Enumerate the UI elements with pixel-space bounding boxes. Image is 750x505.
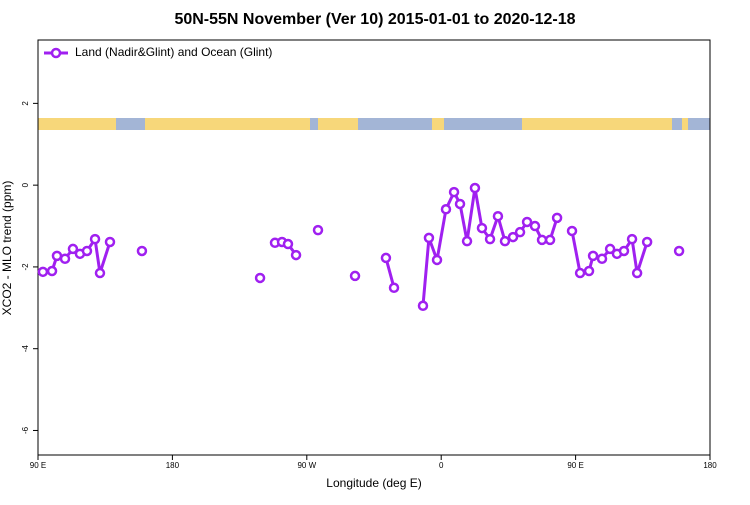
data-point xyxy=(574,267,586,279)
data-point xyxy=(536,234,548,246)
data-point xyxy=(290,249,302,261)
x-tick-label: 180 xyxy=(166,461,180,470)
y-tick-label: -6 xyxy=(21,426,30,434)
data-point xyxy=(476,222,488,234)
data-point xyxy=(596,253,608,264)
data-point xyxy=(104,236,116,248)
data-point xyxy=(544,234,556,246)
data-point xyxy=(551,212,563,224)
data-point xyxy=(423,232,435,244)
data-point xyxy=(529,220,541,232)
data-point xyxy=(37,266,49,278)
data-point xyxy=(136,245,148,257)
data-point xyxy=(618,245,630,257)
y-tick-label: 0 xyxy=(21,182,30,187)
data-point xyxy=(469,182,481,194)
chart-title: 50N-55N November (Ver 10) 2015-01-01 to … xyxy=(174,11,575,28)
y-tick-label: -2 xyxy=(21,263,30,271)
data-point xyxy=(521,216,533,228)
data-point xyxy=(81,245,93,257)
map-strip xyxy=(38,118,710,130)
x-axis-label: Longitude (deg E) xyxy=(326,476,421,490)
data-point xyxy=(312,224,324,236)
data-point xyxy=(46,265,58,277)
data-point xyxy=(94,267,106,279)
y-tick-label: -4 xyxy=(21,345,30,353)
x-tick-label: 180 xyxy=(703,461,717,470)
data-point xyxy=(454,198,466,210)
data-point xyxy=(507,231,519,243)
data-point xyxy=(417,300,429,312)
data-point xyxy=(59,253,71,264)
data-point xyxy=(461,235,473,247)
x-tick-label: 0 xyxy=(439,461,444,470)
x-tick-label: 90 E xyxy=(30,461,46,470)
data-point xyxy=(51,250,63,262)
data-point xyxy=(583,265,595,277)
data-point xyxy=(631,267,643,279)
data-point xyxy=(514,226,526,238)
data-point xyxy=(67,243,79,255)
data-point xyxy=(89,233,101,245)
legend-label: Land (Nadir&Glint) and Ocean (Glint) xyxy=(75,45,272,59)
data-point xyxy=(431,254,443,266)
data-point xyxy=(673,245,685,257)
data-point xyxy=(492,210,504,222)
data-point xyxy=(254,272,266,284)
data-point xyxy=(440,204,452,215)
plot-frame xyxy=(37,39,711,456)
data-point xyxy=(641,236,653,248)
y-tick-label: 2 xyxy=(21,101,30,106)
data-point xyxy=(604,243,616,255)
data-point xyxy=(587,250,599,262)
data-point xyxy=(484,233,496,245)
data-point xyxy=(349,270,361,282)
data-point xyxy=(499,235,511,247)
legend-marker xyxy=(50,47,62,59)
data-point xyxy=(448,186,460,198)
data-point xyxy=(566,225,578,237)
data-point xyxy=(282,238,294,250)
y-axis-label: XCO2 - MLO trend (ppm) xyxy=(0,181,14,316)
data-point xyxy=(380,252,392,264)
data-point xyxy=(626,233,638,245)
x-tick-label: 90 W xyxy=(297,461,316,470)
data-point xyxy=(388,282,400,294)
x-tick-label: 90 E xyxy=(567,461,583,470)
